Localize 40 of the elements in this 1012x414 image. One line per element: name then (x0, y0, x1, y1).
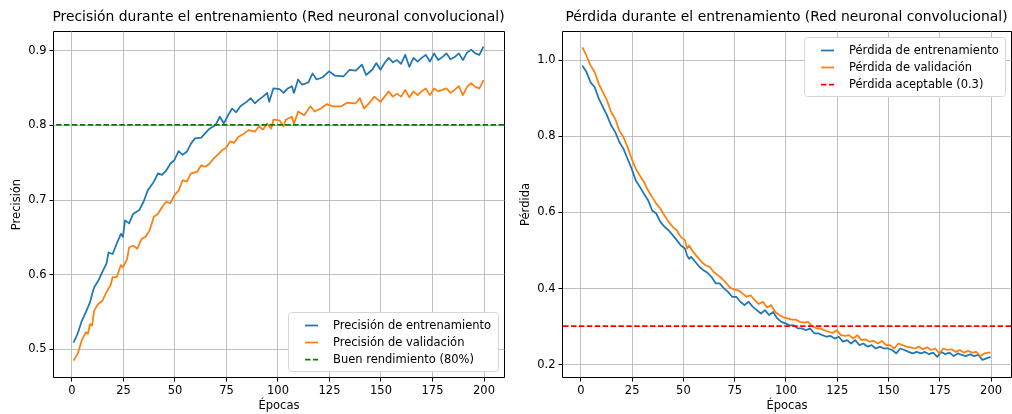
x-tick-label: 0 (68, 382, 76, 397)
chart-title: Pérdida durante el entrenamiento (Red neuronal convolucional) (565, 8, 1008, 25)
x-axis-title: Épocas (766, 397, 808, 412)
legend-label: Buen rendimiento (80%) (333, 351, 475, 366)
y-tick-label: 0.8 (28, 117, 47, 132)
y-axis-title: Pérdida (518, 183, 533, 226)
y-tick-label: 0.6 (537, 204, 556, 219)
y-tick-label: 0.9 (28, 42, 47, 57)
x-tick-label: 25 (116, 382, 131, 397)
x-tick-label: 200 (980, 382, 1003, 397)
legend-label: Pérdida de entrenamiento (849, 42, 999, 57)
x-axis-title: Épocas (258, 397, 300, 412)
x-tick-label: 125 (318, 382, 341, 397)
legend-label: Pérdida aceptable (0.3) (849, 76, 984, 91)
legend-label: Precisión de validación (333, 334, 465, 349)
y-tick-label: 0.5 (28, 341, 47, 356)
y-tick-label: 0.7 (28, 192, 47, 207)
x-tick-label: 150 (877, 382, 900, 397)
x-tick-label: 100 (266, 382, 289, 397)
x-tick-label: 175 (928, 382, 951, 397)
x-tick-label: 150 (370, 382, 392, 397)
y-tick-label: 0.2 (537, 356, 556, 371)
x-tick-label: 125 (826, 382, 849, 397)
x-tick-label: 0 (577, 382, 585, 397)
x-tick-label: 50 (167, 382, 183, 397)
x-tick-label: 75 (219, 382, 234, 397)
x-tick-label: 25 (624, 382, 640, 397)
y-tick-label: 0.8 (537, 128, 556, 143)
x-tick-label: 50 (676, 382, 691, 397)
y-tick-label: 0.4 (537, 280, 556, 295)
x-tick-label: 100 (775, 382, 797, 397)
x-tick-label: 75 (727, 382, 743, 397)
y-tick-label: 0.6 (28, 266, 47, 281)
legend-label: Precisión de entrenamiento (333, 317, 492, 332)
y-axis-title: Precisión (9, 178, 24, 231)
chart-title: Precisión durante el entrenamiento (Red neuronal convolucional) (52, 8, 505, 25)
x-tick-label: 175 (421, 382, 444, 397)
legend-label: Pérdida de validación (849, 59, 973, 74)
x-tick-label: 200 (473, 382, 495, 397)
y-tick-label: 1.0 (537, 52, 556, 67)
